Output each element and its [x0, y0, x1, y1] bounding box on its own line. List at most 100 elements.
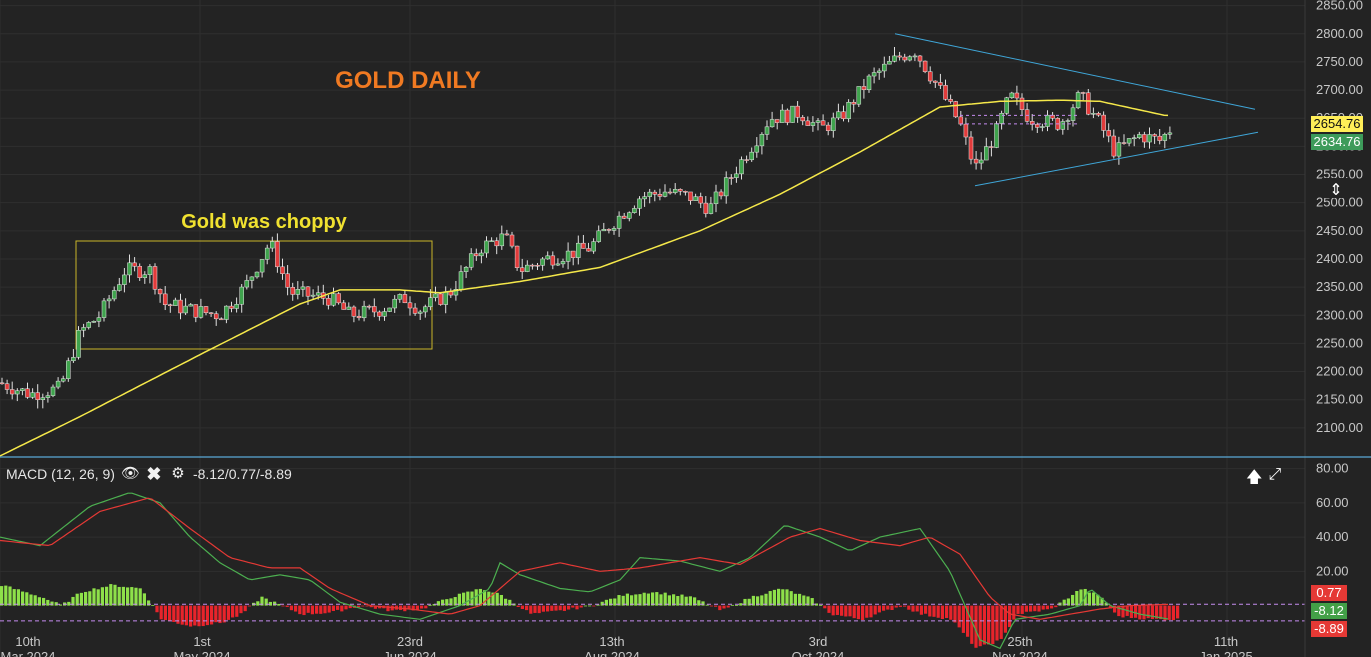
gear-icon[interactable]: ⚙	[171, 465, 185, 482]
pane-controls: 🡅 ⤢	[1246, 466, 1281, 493]
candle-body	[453, 289, 459, 296]
candle-body	[678, 189, 683, 192]
candle-body	[616, 215, 622, 229]
candle-body	[178, 299, 183, 314]
candle-body	[86, 322, 91, 328]
macd-histogram-bar	[457, 593, 461, 606]
macd-histogram-bar	[588, 605, 592, 607]
candle-body	[106, 298, 112, 302]
macd-header: MACD (12, 26, 9) 👁 ✖ ⚙ -8.12/0.77/-8.89	[6, 464, 292, 484]
candle-body	[958, 116, 964, 125]
macd-histogram-bar	[1075, 591, 1079, 606]
candle-body	[239, 286, 244, 305]
price-tick-label: 2800.00	[1316, 26, 1363, 41]
candle-body	[356, 316, 362, 319]
macd-histogram-bar	[625, 593, 629, 606]
candle-body	[662, 191, 668, 197]
macd-histogram-bar	[634, 594, 638, 606]
macd-histogram-bar	[508, 599, 512, 606]
macd-histogram-bar	[1003, 605, 1007, 633]
macd-tick-label: 40.00	[1316, 529, 1349, 544]
candle-body	[122, 274, 127, 285]
macd-histogram-bar	[751, 595, 755, 606]
candle-body	[519, 267, 525, 272]
macd-histogram-bar	[919, 605, 923, 615]
candle-body	[795, 105, 800, 118]
macd-histogram-bar	[201, 605, 205, 627]
candle-body	[9, 389, 15, 395]
x-tick-sublabel: May 2024	[173, 649, 230, 657]
macd-histogram-bar	[735, 605, 739, 606]
price-tick-label: 2350.00	[1316, 279, 1363, 294]
candle-body	[1004, 97, 1009, 114]
macd-histogram-bar	[1020, 605, 1024, 614]
macd-histogram-bar	[1079, 589, 1083, 606]
macd-histogram-bar	[894, 605, 898, 608]
macd-histogram-bar	[583, 605, 587, 607]
macd-histogram-bar	[924, 605, 928, 614]
candle-body	[1035, 124, 1040, 128]
macd-histogram-bar	[743, 598, 747, 606]
macd-histogram-bar	[533, 605, 537, 613]
x-tick-label: 11th	[1214, 634, 1238, 649]
candle-body	[244, 280, 250, 288]
candle-body	[361, 305, 367, 319]
macd-histogram-bar	[84, 591, 88, 606]
candle-body	[35, 392, 40, 400]
macd-histogram-bar	[693, 597, 697, 606]
macd-histogram-bar	[596, 604, 600, 606]
candle-body	[137, 266, 142, 278]
candle-body	[1106, 130, 1111, 137]
macd-histogram-bar	[638, 594, 642, 606]
candle-body	[259, 259, 265, 273]
macd-histogram-bar	[289, 605, 293, 611]
candle-body	[647, 191, 652, 197]
macd-histogram-bar	[676, 596, 680, 606]
candle-body	[922, 60, 928, 72]
close-icon[interactable]: ✖	[146, 464, 162, 484]
macd-histogram-bar	[1096, 594, 1100, 606]
macd-histogram-bar	[105, 586, 109, 606]
macd-histogram-bar	[772, 589, 776, 606]
macd-histogram-bar	[714, 605, 718, 607]
chart-title: GOLD DAILY	[335, 67, 481, 94]
macd-histogram-bar	[0, 586, 4, 606]
arrow-up-icon[interactable]: 🡅	[1246, 469, 1263, 486]
expand-icon[interactable]: ⤢	[1268, 466, 1282, 483]
candle-body	[1111, 135, 1117, 157]
candle-body	[213, 313, 219, 320]
macd-histogram-bar	[718, 605, 722, 611]
macd-histogram-bar	[449, 598, 453, 606]
macd-histogram-bar	[827, 605, 831, 613]
candle-body	[637, 198, 642, 209]
macd-histogram-bar	[407, 605, 411, 610]
macd-histogram-bar	[777, 588, 781, 606]
candle-body	[1019, 97, 1025, 110]
macd-histogram-bar	[558, 605, 562, 611]
macd-histogram-bar	[764, 593, 768, 606]
macd-histogram-bar	[877, 605, 881, 613]
macd-histogram-bar	[575, 605, 579, 610]
price-tick-label: 2750.00	[1316, 54, 1363, 69]
macd-histogram-bar	[79, 592, 83, 606]
candle-body	[1040, 126, 1045, 128]
candle-body	[412, 307, 418, 314]
candle-body	[366, 305, 372, 308]
macd-histogram-bar	[12, 589, 16, 606]
macd-histogram-bar	[1012, 605, 1016, 620]
candle-body	[785, 109, 790, 123]
candle-body	[994, 123, 999, 148]
x-tick-sublabel: Aug 2024	[584, 649, 640, 657]
macd-histogram-bar	[856, 605, 860, 620]
macd-histogram-bar	[798, 593, 802, 606]
candle-body	[601, 229, 607, 232]
macd-histogram-bar	[651, 592, 655, 606]
macd-histogram-bar	[529, 605, 533, 614]
eye-icon[interactable]: 👁	[120, 465, 140, 482]
macd-histogram-bar	[411, 605, 415, 611]
macd-histogram-bar	[180, 605, 184, 625]
macd-histogram-bar	[793, 593, 797, 606]
macd-histogram-bar	[168, 605, 172, 621]
macd-histogram-bar	[814, 603, 818, 606]
